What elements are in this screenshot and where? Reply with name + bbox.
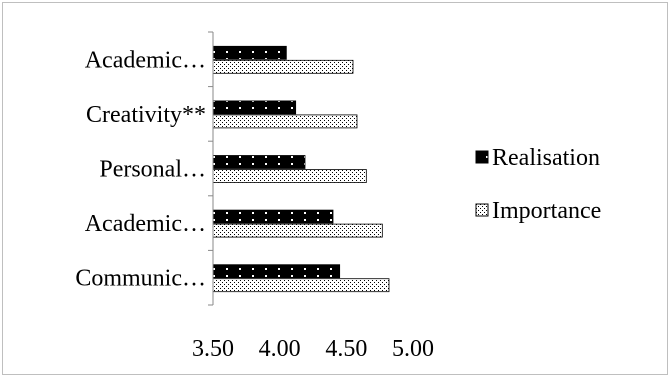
category-label-0: Communic…: [75, 266, 206, 292]
category-labels: Communic… Academic… Personal… Creativity** A…: [75, 47, 206, 291]
category-label-4: Academic…: [85, 47, 206, 73]
legend-label-realisation: Realisation: [492, 145, 600, 171]
chart-border: [2, 2, 668, 375]
bar-realisation-2: [212, 155, 306, 169]
bar-importance-0: [212, 278, 390, 293]
bar-realisation-1: [212, 209, 334, 224]
bar-realisation-3: [212, 100, 297, 115]
x-tick-labels: 3.50 4.00 4.50 5.00: [192, 336, 434, 362]
x-tick-label-2: 4.50: [325, 336, 367, 362]
axis-layer: [208, 31, 214, 306]
bar-importance-2: [212, 169, 367, 183]
bar-importance-4: [212, 59, 354, 74]
x-tick-label-0: 3.50: [192, 336, 234, 362]
bar-realisation-4: [212, 45, 287, 60]
x-tick-label-1: 4.00: [259, 336, 301, 362]
legend-label-importance: Importance: [492, 198, 601, 224]
bar-importance-1: [212, 223, 383, 238]
bar-realisation-0: [212, 264, 341, 279]
bars-layer: [212, 45, 390, 293]
bar-importance-3: [212, 114, 358, 129]
category-label-2: Personal…: [99, 157, 206, 183]
legend-swatch-realisation: [475, 150, 489, 164]
category-label-3: Creativity**: [86, 102, 206, 128]
x-tick-label-3: 5.00: [392, 336, 434, 362]
legend: Realisation Importance: [475, 145, 601, 224]
legend-swatch-importance: [475, 203, 489, 217]
category-label-1: Academic…: [85, 211, 206, 237]
